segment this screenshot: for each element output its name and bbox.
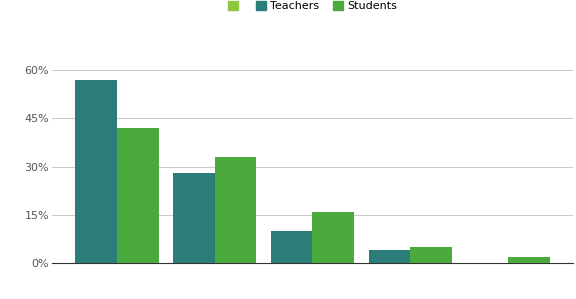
Bar xyxy=(369,250,410,263)
Bar xyxy=(215,157,256,263)
Bar xyxy=(508,257,550,263)
Bar xyxy=(271,231,312,263)
Bar xyxy=(117,128,159,263)
Bar xyxy=(173,173,215,263)
Bar xyxy=(312,212,354,263)
Legend: , Teachers, Students: , Teachers, Students xyxy=(228,1,397,11)
Bar xyxy=(410,247,452,263)
Bar xyxy=(75,80,117,263)
